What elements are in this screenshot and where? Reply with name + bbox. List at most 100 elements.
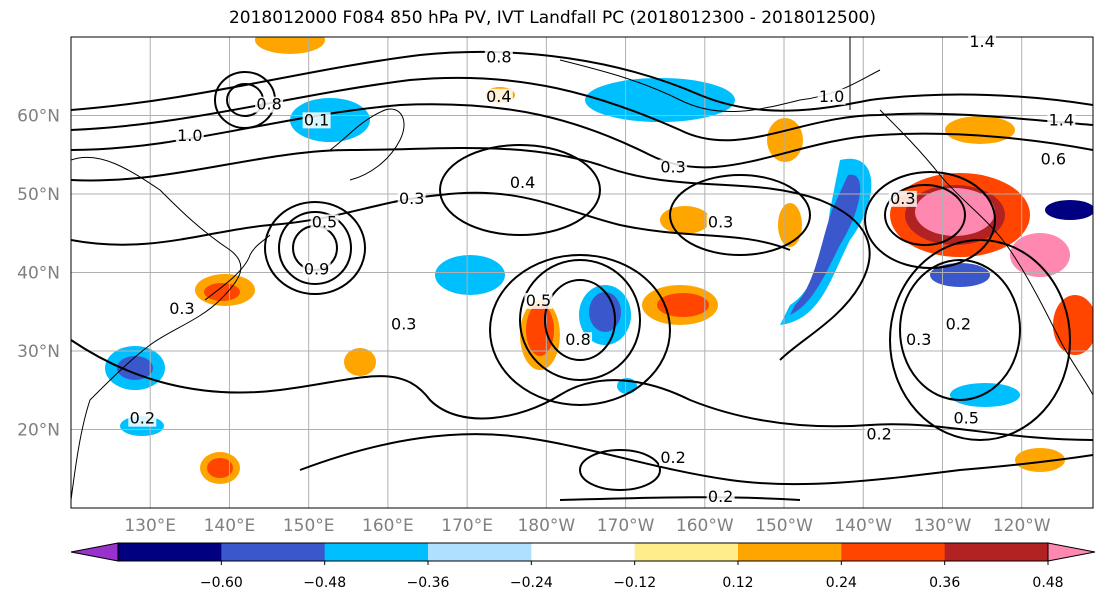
colorbar-segment bbox=[944, 543, 1049, 561]
contour-label-bg bbox=[706, 489, 735, 506]
contour-label: 0.2 bbox=[946, 314, 971, 333]
contour-closed bbox=[889, 239, 1071, 441]
contour-label: 1.4 bbox=[1049, 110, 1074, 129]
pv-negative-region bbox=[1045, 200, 1093, 220]
contour-label: 0.6 bbox=[1041, 150, 1066, 169]
colorbar-segment bbox=[531, 543, 636, 561]
pv-positive-region bbox=[660, 206, 710, 234]
contour-label-bg bbox=[1039, 151, 1068, 168]
contour-closed bbox=[579, 449, 661, 491]
colorbar-segment bbox=[634, 543, 739, 561]
pv-positive-region bbox=[344, 348, 376, 376]
lat-tick-label: 40°N bbox=[17, 264, 60, 284]
lon-tick-label: 120°W bbox=[993, 516, 1051, 536]
contour-label-bg bbox=[952, 410, 981, 427]
lat-tick-label: 30°N bbox=[17, 342, 60, 362]
contour-label-bg bbox=[904, 332, 933, 349]
colorbar-extend-max bbox=[1047, 542, 1096, 562]
contour-label: 0.3 bbox=[906, 330, 931, 349]
contour-label-bg bbox=[817, 88, 846, 105]
colorbar-tick-label: 0.24 bbox=[826, 575, 857, 591]
contour-labels: 1.4 0.8 0.4 0.8 0.1 1.0 1.0 1.4 0.6 0.3 0.4 0.3 0.3 0… bbox=[128, 32, 1076, 506]
pv-positive-region bbox=[255, 37, 325, 54]
contour-label: 0.5 bbox=[312, 212, 337, 231]
contour-label-bg bbox=[524, 292, 553, 309]
contour-line bbox=[71, 103, 1093, 169]
contour-label-bg bbox=[397, 190, 426, 207]
contour-closed bbox=[884, 184, 966, 246]
contour-label: 0.3 bbox=[169, 299, 194, 318]
contour-label: 0.4 bbox=[486, 87, 511, 106]
contour-label: 0.2 bbox=[660, 448, 685, 467]
lat-tick-label: 20°N bbox=[17, 421, 60, 441]
contour-line bbox=[71, 76, 1093, 142]
lon-tick-label: 180°W bbox=[517, 516, 575, 536]
contour-line bbox=[559, 496, 801, 501]
lon-tick-label: 160°E bbox=[362, 516, 414, 536]
contour-label-bg bbox=[302, 112, 331, 129]
lat-tick-label: 60°N bbox=[17, 107, 60, 127]
colorbar-extend-min bbox=[70, 542, 119, 562]
lon-tick-label: 130°E bbox=[124, 516, 176, 536]
contour-line bbox=[71, 339, 1093, 441]
contour-line bbox=[71, 147, 871, 361]
contour-label-bg bbox=[128, 410, 157, 427]
contour-label-bg bbox=[1047, 112, 1076, 129]
lon-tick-label: 160°W bbox=[676, 516, 734, 536]
coastline-kamchatka bbox=[329, 108, 405, 181]
contour-label: 0.1 bbox=[304, 110, 329, 129]
pv-negative-region bbox=[930, 263, 990, 287]
contour-closed bbox=[489, 254, 671, 406]
contour-label: 0.3 bbox=[660, 157, 685, 176]
colorbar-tick-label: 0.48 bbox=[1032, 575, 1063, 591]
contour-label: 0.2 bbox=[866, 424, 891, 443]
pv-positive-region bbox=[915, 188, 995, 236]
colorbar-tick-label: −0.24 bbox=[510, 575, 553, 591]
pv-negative-region bbox=[435, 255, 505, 295]
contour-label: 1.0 bbox=[177, 126, 202, 145]
contour-closed bbox=[439, 144, 601, 236]
lon-tick-label: 140°W bbox=[834, 516, 892, 536]
contour-label: 0.3 bbox=[399, 189, 424, 208]
coastlines bbox=[71, 37, 1093, 501]
colorbar-tick-label: 0.12 bbox=[722, 575, 753, 591]
colorbar-segment bbox=[738, 543, 842, 561]
colorbar-segment bbox=[221, 543, 326, 561]
colorbar-tick-labels: −0.60 −0.48 −0.36 −0.24 −0.12 0.12 0.24 0.36 0.4… bbox=[200, 561, 1064, 591]
colorbar-segment bbox=[118, 543, 222, 561]
contour-label-bg bbox=[175, 128, 204, 145]
pv-positive-region bbox=[1015, 448, 1065, 472]
pv-negative-region bbox=[117, 356, 153, 380]
contour-label: 0.9 bbox=[304, 260, 329, 279]
lat-tick-label: 50°N bbox=[17, 185, 60, 205]
pv-positive-region bbox=[526, 304, 554, 356]
contour-label: 0.3 bbox=[708, 212, 733, 231]
contour-label-bg bbox=[659, 449, 688, 466]
pv-positive-region bbox=[945, 116, 1015, 144]
pv-positive-region bbox=[778, 203, 802, 247]
contour-label-bg bbox=[302, 261, 331, 278]
lon-tick-label: 130°W bbox=[914, 516, 972, 536]
map-plot-area bbox=[71, 37, 1093, 508]
contour-closed bbox=[264, 201, 366, 295]
lon-tick-label: 170°W bbox=[597, 516, 655, 536]
contour-label-bg bbox=[167, 300, 196, 317]
lon-tick-label: 150°E bbox=[283, 516, 335, 536]
map-title: 2018012000 F084 850 hPa PV, IVT Landfall… bbox=[228, 8, 876, 28]
contour-label: 0.5 bbox=[954, 409, 979, 428]
colorbar bbox=[70, 542, 1096, 562]
contour-label: 1.0 bbox=[819, 87, 844, 106]
colorbar-tick-label: −0.60 bbox=[200, 575, 243, 591]
contour-label-bg bbox=[484, 49, 513, 66]
colorbar-segment bbox=[324, 543, 429, 561]
contour-label: 0.2 bbox=[708, 487, 733, 506]
contour-label: 0.8 bbox=[256, 95, 281, 114]
colorbar-tick-label: −0.36 bbox=[407, 575, 450, 591]
contour-label-bg bbox=[508, 175, 537, 192]
coastline-asia bbox=[71, 156, 242, 501]
pv-positive-region bbox=[1010, 233, 1070, 277]
contour-label-bg bbox=[484, 88, 513, 105]
pv-negative-region bbox=[790, 174, 861, 315]
contour-label-bg bbox=[310, 214, 339, 231]
